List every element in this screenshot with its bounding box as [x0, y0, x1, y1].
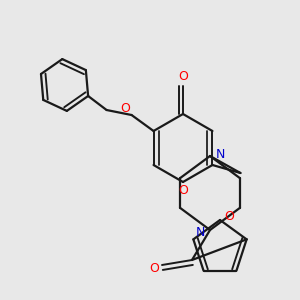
Text: O: O — [121, 103, 130, 116]
Text: N: N — [195, 226, 205, 238]
Text: O: O — [178, 70, 188, 83]
Text: O: O — [224, 211, 234, 224]
Text: O: O — [149, 262, 159, 275]
Text: N: N — [215, 148, 225, 160]
Text: O: O — [178, 184, 188, 196]
